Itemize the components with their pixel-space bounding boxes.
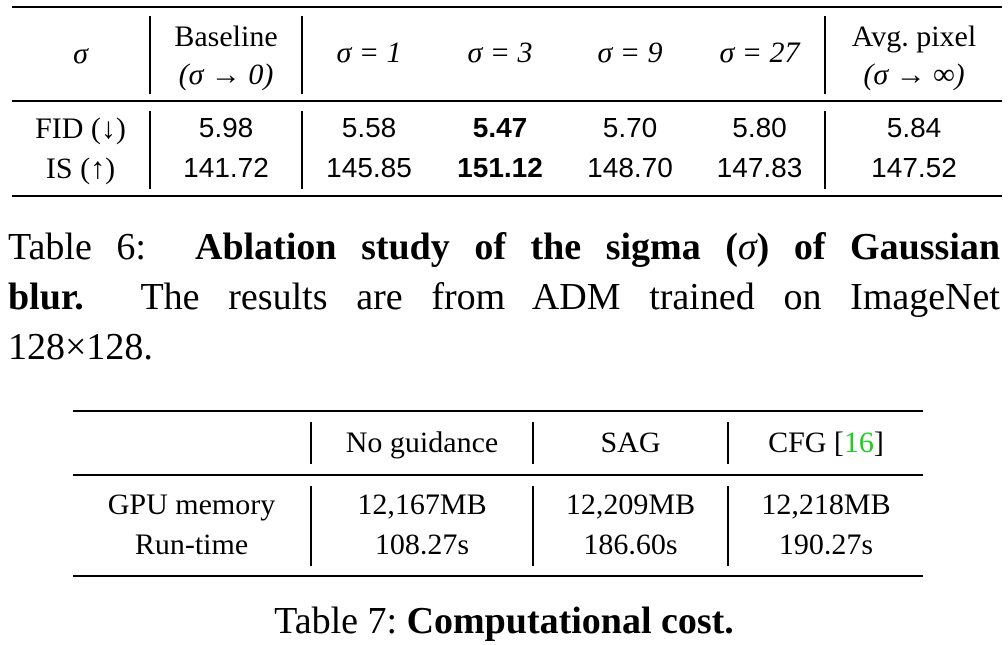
cell-fid-baseline: 5.98 (198, 112, 254, 143)
header-baseline-line2: (σ → 0) (178, 58, 274, 91)
header-sigma: σ (73, 37, 88, 70)
caption-6-sigma: σ (737, 226, 757, 268)
table-6-caption: Table 6: Ablation study of the sigma (σ)… (8, 222, 1000, 372)
caption-6-line-1: Table 6: Ablation study of the sigma (σ)… (8, 222, 1000, 272)
header-avg-pixel-line2: (σ → ∞) (863, 58, 965, 91)
mid-rule (73, 474, 923, 476)
top-rule (12, 6, 1002, 8)
header-cfg: CFG [16] (729, 428, 923, 458)
cell-gpu-cfg: 12,218MB (761, 488, 891, 521)
caption-6-line-2: blur. The results are from ADM trained o… (8, 272, 1000, 322)
cell-fid-sigma-1: 5.58 (341, 112, 397, 143)
mid-rule (12, 100, 1002, 102)
row-gpu-memory-label: GPU memory (107, 488, 276, 521)
column-divider (532, 486, 534, 566)
row-run-time-label: Run-time (134, 528, 249, 561)
cell-is-sigma-9: 148.70 (587, 152, 673, 183)
header-baseline: Baseline (σ → 0) (151, 18, 301, 94)
caption-6-rest: The results are from ADM trained on Imag… (140, 276, 1000, 318)
header-sigma-9: σ = 9 (597, 36, 663, 69)
row-fid-label: FID (↓) (35, 112, 126, 145)
caption-6-bold-3: blur. (8, 276, 84, 318)
table-6: σ Baseline (σ → 0) σ = 1 σ = 3 σ = 9 σ =… (12, 0, 1002, 200)
header-baseline-line1: Baseline (174, 20, 278, 53)
bottom-rule (73, 575, 923, 577)
column-divider (824, 111, 826, 189)
cell-fid-sigma-27: 5.80 (732, 112, 787, 143)
column-divider (310, 422, 312, 464)
header-sigma-27: σ = 27 (719, 36, 800, 69)
column-divider (149, 16, 151, 94)
top-rule (73, 410, 923, 412)
bottom-rule (12, 195, 1002, 197)
header-sigma-1: σ = 1 (336, 36, 402, 69)
column-divider (301, 111, 303, 189)
caption-7-bold: Computational cost. (406, 600, 734, 642)
column-divider (310, 486, 312, 566)
header-cfg-label: CFG [ (768, 426, 844, 459)
header-sigma-3: σ = 3 (467, 36, 533, 69)
cell-fid-avg-pixel: 5.84 (886, 112, 942, 143)
cell-fid-sigma-9: 5.70 (602, 112, 658, 143)
cell-is-baseline: 141.72 (183, 152, 269, 183)
cell-fid-sigma-3: 5.47 (472, 112, 528, 143)
column-divider (532, 422, 534, 464)
cell-gpu-no-guidance: 12,167MB (357, 488, 487, 521)
caption-6-bold-1: Ablation study of the sigma ( (195, 226, 738, 268)
cell-is-sigma-27: 147.83 (716, 152, 803, 183)
caption-6-prefix: Table 6: (8, 226, 146, 268)
header-avg-pixel-line1: Avg. pixel (851, 20, 977, 53)
caption-6-bold-2: ) of Gaussian (756, 226, 1001, 268)
citation-link[interactable]: 16 (843, 426, 874, 459)
cell-is-sigma-1: 145.85 (326, 152, 412, 183)
column-divider (824, 16, 826, 94)
column-divider (727, 422, 729, 464)
column-divider (149, 111, 151, 189)
cell-is-sigma-3: 151.12 (457, 152, 543, 183)
cell-is-avg-pixel: 147.52 (871, 152, 957, 183)
table-7-caption: Table 7: Computational cost. (0, 598, 1008, 644)
column-divider (727, 486, 729, 566)
cell-runtime-no-guidance: 108.27s (374, 528, 470, 561)
row-is-label: IS (↑) (45, 152, 116, 185)
cell-runtime-cfg: 190.27s (778, 528, 874, 561)
header-no-guidance: No guidance (345, 426, 499, 459)
column-divider (301, 16, 303, 94)
header-avg-pixel: Avg. pixel (σ → ∞) (826, 18, 1002, 94)
header-cfg-close: ] (873, 426, 884, 459)
caption-6-line-3: 128×128. (8, 326, 153, 368)
table-7: No guidance SAG CFG [16] GPU memory 12,1… (73, 410, 923, 580)
caption-7-prefix: Table 7: (274, 600, 398, 642)
cell-runtime-sag: 186.60s (583, 528, 678, 561)
cell-gpu-sag: 12,209MB (565, 488, 696, 521)
header-sag: SAG (600, 426, 661, 459)
